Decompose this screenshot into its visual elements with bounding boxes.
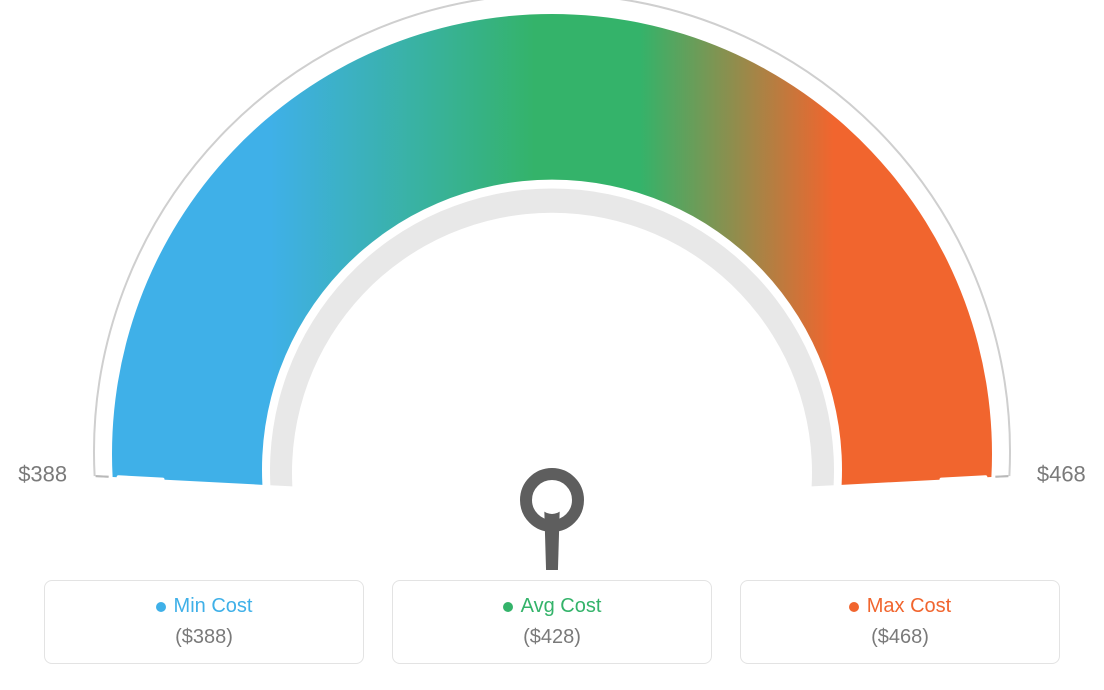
legend-label-min: Min Cost <box>174 595 253 618</box>
legend-title-min: Min Cost <box>156 595 253 618</box>
gauge-chart: $388$398$408$428$441$454$468 <box>0 0 1104 570</box>
legend-dot-min <box>156 602 166 612</box>
legend-dot-avg <box>503 602 513 612</box>
gauge-svg: $388$398$408$428$441$454$468 <box>0 0 1104 570</box>
legend-label-max: Max Cost <box>867 595 951 618</box>
legend-row: Min Cost ($388) Avg Cost ($428) Max Cost… <box>0 580 1104 664</box>
legend-title-avg: Avg Cost <box>503 595 602 618</box>
legend-label-avg: Avg Cost <box>521 595 602 618</box>
svg-text:$468: $468 <box>1037 461 1086 486</box>
legend-title-max: Max Cost <box>849 595 951 618</box>
legend-value-avg: ($428) <box>393 626 711 649</box>
legend-card-max: Max Cost ($468) <box>740 580 1060 664</box>
legend-dot-max <box>849 602 859 612</box>
legend-value-max: ($468) <box>741 626 1059 649</box>
legend-card-avg: Avg Cost ($428) <box>392 580 712 664</box>
legend-value-min: ($388) <box>45 626 363 649</box>
legend-card-min: Min Cost ($388) <box>44 580 364 664</box>
svg-text:$388: $388 <box>18 461 67 486</box>
